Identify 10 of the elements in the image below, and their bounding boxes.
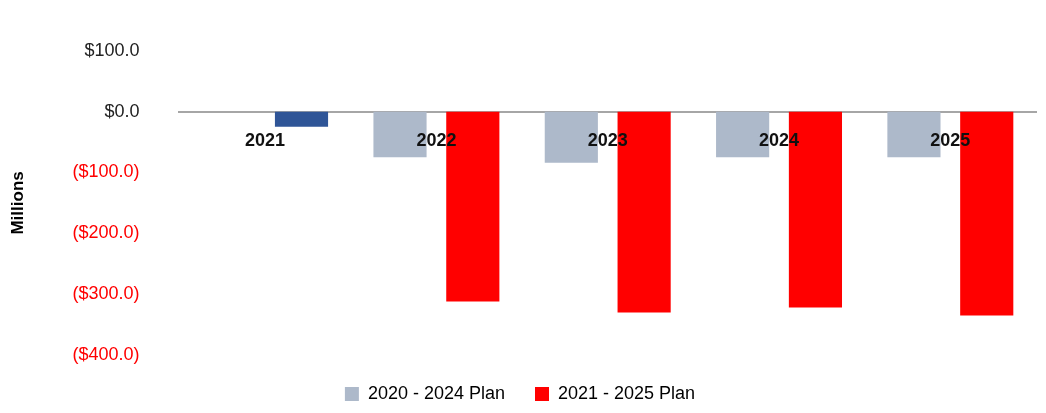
legend-label: 2020 - 2024 Plan (367, 382, 505, 403)
y-tick-label: ($300.0) (72, 283, 140, 304)
y-tick-label: ($200.0) (72, 222, 140, 243)
y-tick-label: ($100.0) (72, 161, 140, 182)
y-axis-title: Millions (7, 171, 27, 235)
x-tick-label: 2021 (245, 129, 286, 150)
y-tick-label: $100.0 (84, 39, 140, 60)
legend-label: 2021 - 2025 Plan (558, 382, 696, 403)
y-tick-label: ($400.0) (72, 343, 140, 364)
y-tick-label: $0.0 (104, 100, 140, 121)
